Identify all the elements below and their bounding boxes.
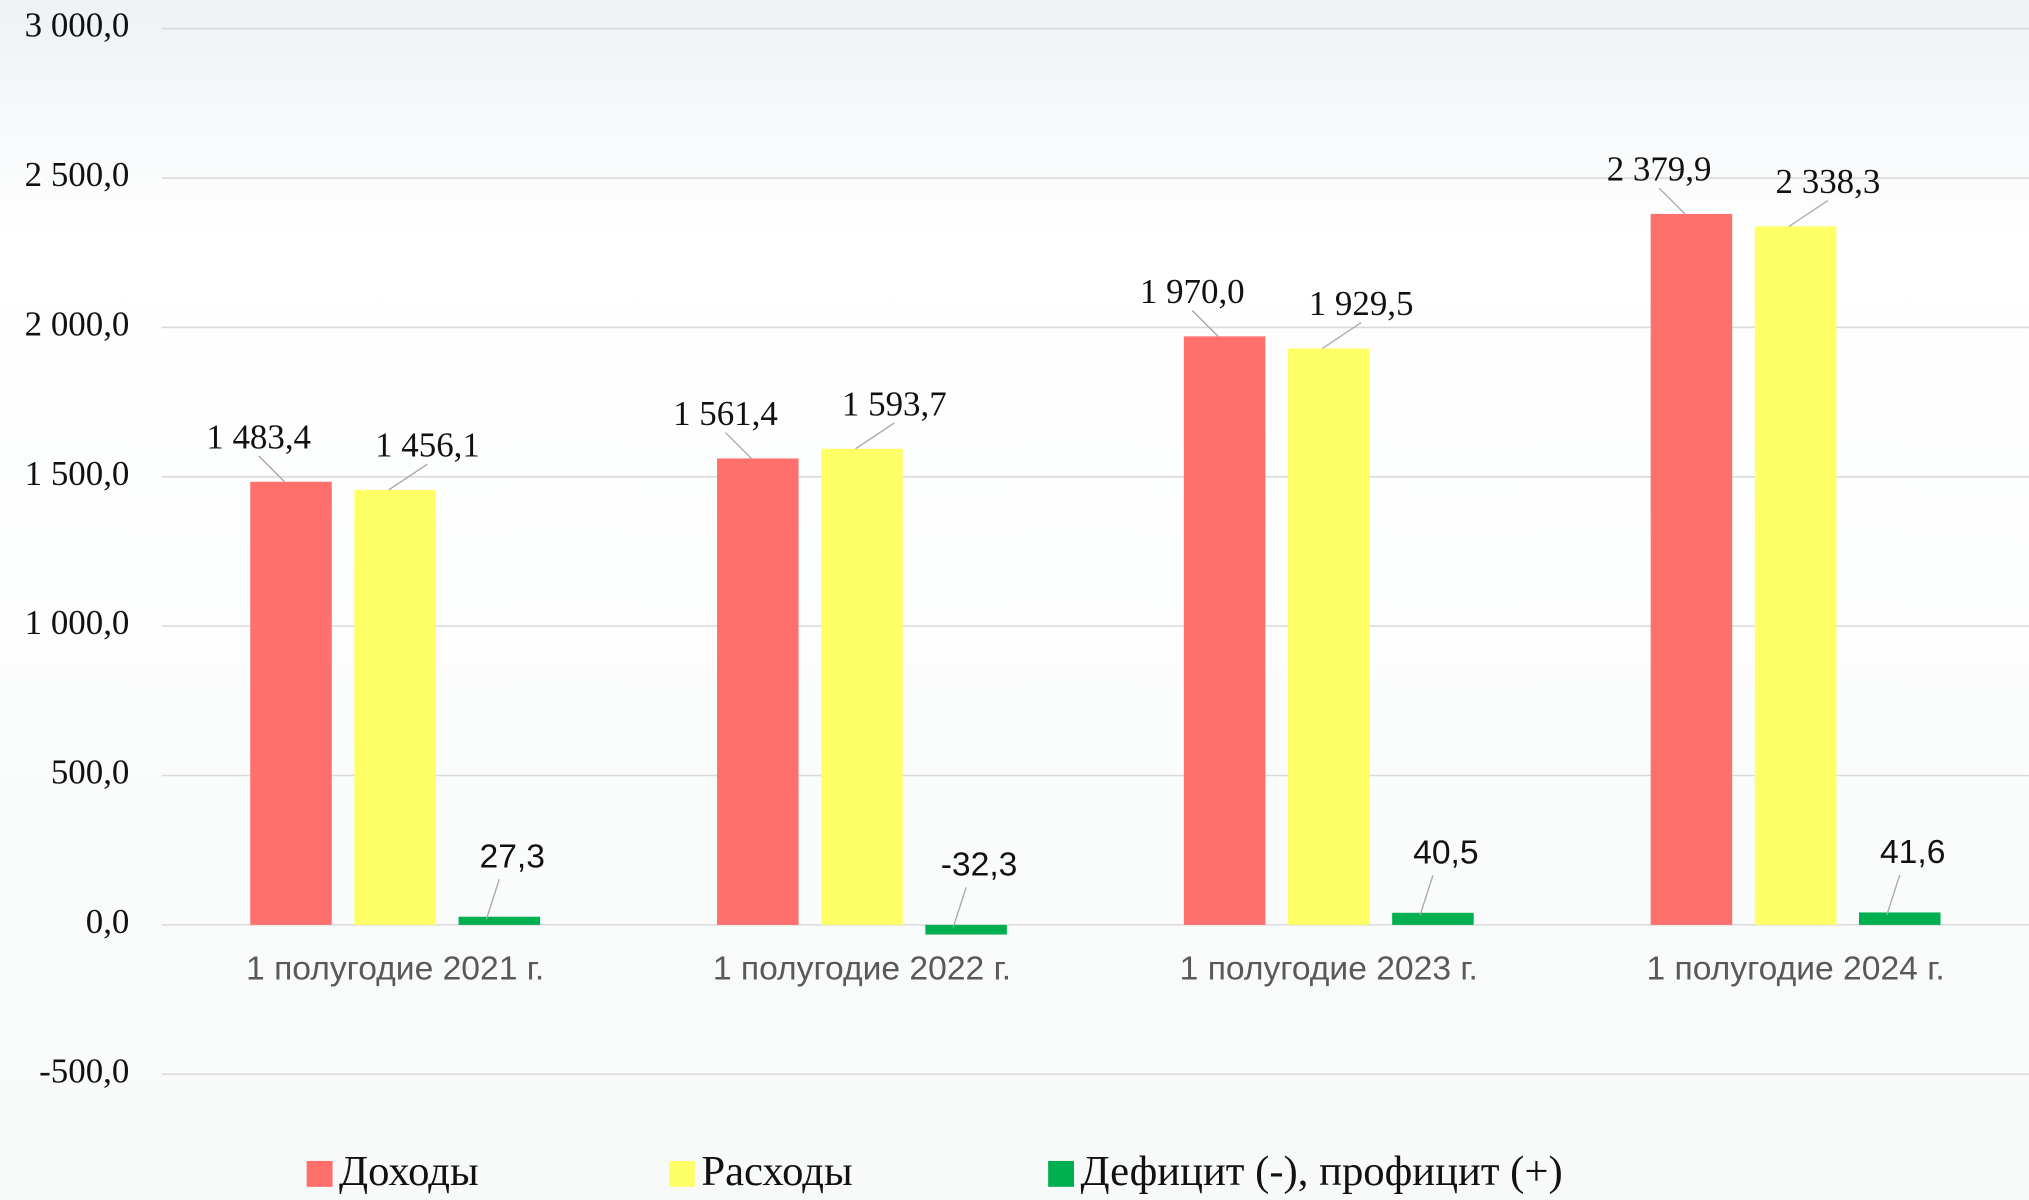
leader-line (724, 432, 752, 459)
data-label: 1 970,0 (1140, 272, 1245, 311)
data-label: -32,3 (941, 847, 1018, 884)
leader-line (485, 879, 500, 920)
leader-line (1419, 875, 1434, 916)
data-label: 2 338,3 (1776, 162, 1881, 201)
leader-line (388, 463, 428, 491)
data-label: 1 456,1 (375, 426, 480, 465)
y-tick-label: -500,0 (39, 1051, 129, 1090)
x-tick-label: 1 полугодие 2024 г. (1646, 951, 1944, 988)
bar (354, 489, 436, 925)
bar (458, 916, 541, 925)
data-label: 1 593,7 (842, 384, 947, 423)
leader-line (258, 455, 285, 483)
leader-line (1886, 874, 1901, 916)
bar (1288, 348, 1370, 925)
y-tick-label: 1 000,0 (25, 603, 130, 642)
leader-line (952, 887, 967, 928)
y-tick-label: 1 500,0 (25, 454, 130, 493)
data-label: 1 929,5 (1309, 284, 1414, 323)
y-tick-label: 2 500,0 (25, 155, 130, 194)
data-label: 41,6 (1880, 834, 1945, 871)
x-tick-label: 1 полугодие 2023 г. (1180, 951, 1478, 988)
data-label: 1 561,4 (673, 394, 778, 433)
legend-label: Дефицит (-), профицит (+) (1080, 1148, 1562, 1195)
y-tick-label: 3 000,0 (25, 6, 130, 45)
legend-swatch (669, 1160, 695, 1187)
leader-line (855, 422, 895, 450)
legend-swatch (306, 1160, 333, 1187)
leader-line (1788, 199, 1829, 227)
bar (250, 481, 332, 925)
bar (1392, 912, 1474, 925)
bar (1859, 912, 1941, 925)
data-label: 40,5 (1413, 834, 1478, 871)
y-tick-label: 2 000,0 (25, 304, 130, 343)
x-tick-label: 1 полугодие 2022 г. (713, 951, 1011, 988)
leader-line (1191, 310, 1219, 337)
bar (925, 924, 1007, 935)
legend-label: Доходы (339, 1148, 479, 1195)
bar (717, 458, 799, 925)
legend-swatch (1048, 1160, 1075, 1187)
bar (1183, 336, 1266, 925)
bar (1650, 213, 1733, 925)
bar (821, 448, 903, 925)
data-label: 1 483,4 (206, 417, 311, 456)
bar (1754, 226, 1837, 925)
leader-line (1321, 322, 1362, 350)
y-tick-label: 500,0 (51, 753, 130, 792)
x-tick-label: 1 полугодие 2021 г. (246, 951, 544, 988)
data-label: 27,3 (480, 838, 545, 875)
y-tick-label: 0,0 (86, 902, 130, 941)
legend-label: Расходы (701, 1148, 852, 1195)
data-label: 2 379,9 (1607, 150, 1712, 189)
leader-line (1658, 187, 1686, 215)
